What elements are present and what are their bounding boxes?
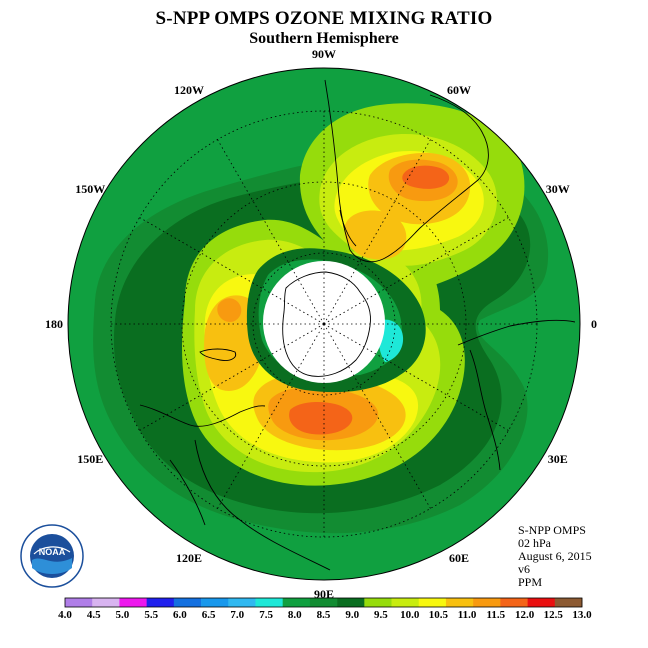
field-band-115-west [217,298,242,322]
colorbar-swatch [527,598,556,607]
info-level: 02 hPa [518,536,551,550]
info-date: August 6, 2015 [518,549,592,563]
colorbar-swatch [228,598,256,607]
field-band-120-north [402,165,450,189]
field-band-110-patch [344,210,407,260]
colorbar-tick-label: 12.5 [544,609,564,621]
colorbar-swatch [201,598,229,607]
coast-patagonia [339,209,357,247]
colorbar-swatch [500,598,528,607]
product-info: S-NPP OMPS 02 hPa August 6, 2015 v6 PPM [518,524,592,589]
colorbar-tick-label: 6.0 [173,609,187,621]
south-pole [322,322,326,326]
colorbar-tick-label: 11.0 [458,609,477,621]
colorbar-tick-label: 9.0 [345,609,359,621]
colorbar-tick-label: 7.5 [259,609,273,621]
polar-cap [263,261,385,383]
coast-south-america [324,79,489,263]
colorbar-tick-label: 5.0 [116,609,130,621]
colorbar-swatch [282,598,311,607]
colorbar-swatch [173,598,202,607]
longitude-label: 30E [548,452,568,466]
info-instrument: S-NPP OMPS [518,523,586,537]
colorbar-tick-label: 7.0 [230,609,244,621]
field-band-120-south [289,402,353,435]
colorbar-tick-label: 5.5 [144,609,158,621]
colorbar-tick-label: 10.0 [400,609,420,621]
longitude-label: 30W [546,182,570,196]
colorbar-swatch [65,598,93,607]
info-version: v6 [518,562,530,576]
longitude-labels: 90W 60W 120W 30W 150W 0 180 30E 150E 60E 120E 90E [45,47,597,601]
graticule [110,110,538,538]
noaa-logo: NOAA [20,524,84,593]
noaa-logo-icon: NOAA [20,524,84,588]
colorbar-tick-label: 13.0 [572,609,592,621]
colorbar-tick-label: 8.0 [288,609,302,621]
graticule-lat-circle [181,181,467,467]
colorbar-swatch [119,598,147,607]
map-title: S-NPP OMPS OZONE MIXING RATIO [155,8,493,29]
coastlines [139,79,576,571]
colorbar-tick-label: 4.0 [58,609,72,621]
longitude-label: 150E [77,452,103,466]
coast-new-zealand [199,348,237,361]
colorbar-swatch [364,598,392,607]
longitude-label: 0 [591,317,597,331]
colorbar-swatch [391,598,420,607]
colorbar-swatch [473,598,501,607]
longitude-label: 60E [449,551,469,565]
info-units: PPM [518,575,543,589]
colorbar-tick-label: 6.5 [202,609,216,621]
longitude-label: 120W [174,83,204,97]
longitude-label: 180 [45,317,63,331]
coast-australia [139,404,331,571]
colorbar-tick-label: 10.5 [429,609,449,621]
colorbar-tick-label: 9.5 [374,609,388,621]
colorbar: 4.0 4.5 5.0 5.5 6.0 6.5 7.0 7.5 8.0 8.5 9.0 9.5 10.0… [58,597,592,621]
coast-africa [457,319,576,471]
colorbar-swatch [337,598,365,607]
longitude-label: 60W [447,83,471,97]
colorbar-swatch [92,598,120,607]
longitude-label: 150W [75,182,105,196]
colorbar-tick-label: 8.5 [317,609,331,621]
longitude-label: 120E [176,551,202,565]
colorbar-swatch [255,598,283,607]
map-subtitle: Southern Hemisphere [249,30,399,47]
colorbar-swatch [146,598,175,607]
colorbar-tick-label: 11.5 [486,609,505,621]
cyan-patch [378,319,404,362]
noaa-logo-text: NOAA [39,547,66,557]
colorbar-swatch [418,598,447,607]
longitude-label: 90W [312,47,336,61]
colorbar-tick-label: 12.0 [515,609,535,621]
graticule-lat-circle [252,252,396,396]
colorbar-swatch [445,598,474,607]
colorbar-frame [64,597,583,608]
colorbar-swatch [309,598,338,607]
map-boundary [67,67,581,581]
ozone-field [68,68,580,580]
colorbar-swatch [554,598,583,607]
colorbar-tick-label: 4.5 [87,609,101,621]
longitude-label: 90E [314,587,334,601]
